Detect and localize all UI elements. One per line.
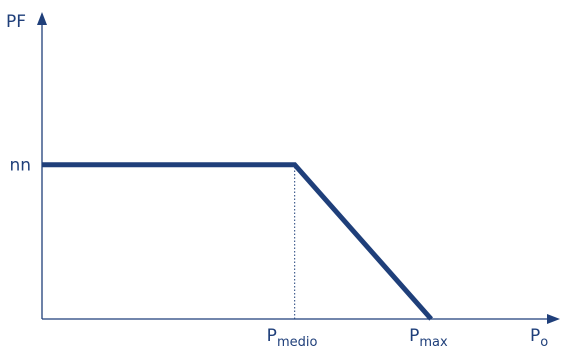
y-axis-arrow xyxy=(37,12,47,25)
x-tick-1-sub: max xyxy=(419,335,448,350)
x-axis-label-base: P xyxy=(530,326,540,346)
x-tick-label-pmax: Pmax xyxy=(409,326,448,350)
x-tick-0-base: P xyxy=(267,326,277,346)
x-tick-0-sub: medio xyxy=(277,335,318,350)
series-line-0 xyxy=(42,162,434,321)
series-group xyxy=(42,162,434,321)
x-axis-label: Po xyxy=(530,326,548,350)
y-axis-label: PF xyxy=(6,12,26,32)
x-axis-arrow xyxy=(547,314,560,324)
x-axis xyxy=(42,314,560,324)
y-tick-label-nn: nn xyxy=(9,156,31,176)
x-axis-label-sub: o xyxy=(540,335,548,350)
x-tick-label-pmedio: Pmedio xyxy=(267,326,318,350)
y-axis xyxy=(37,12,47,319)
x-tick-1-base: P xyxy=(409,326,419,346)
